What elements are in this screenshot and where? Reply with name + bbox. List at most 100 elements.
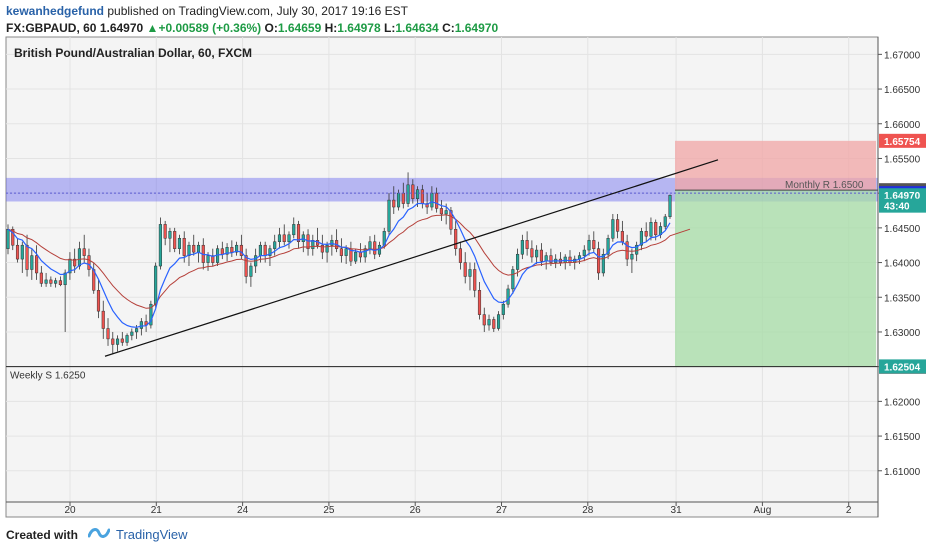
time-tick-label: 25 — [323, 505, 335, 516]
candle-body — [511, 269, 515, 290]
time-tick-label: 24 — [237, 505, 249, 516]
candle-body — [268, 248, 272, 256]
candle-body — [35, 255, 39, 274]
candle-body — [58, 280, 62, 286]
candle-body — [39, 272, 43, 284]
candle-body — [373, 241, 377, 255]
candle-body — [430, 192, 434, 208]
candle-body — [654, 222, 658, 236]
time-tick-label: 2 — [846, 505, 852, 516]
candle-body — [277, 234, 282, 242]
candle-body — [139, 321, 143, 329]
tradingview-brand[interactable]: TradingView — [116, 527, 188, 542]
price-tag-box — [879, 133, 926, 148]
candle-body — [135, 328, 139, 333]
candle-body — [149, 303, 153, 326]
price-tick-label: 1.64500 — [884, 224, 921, 235]
candle-body — [225, 247, 229, 255]
price-tag-label: 1.62504 — [884, 362, 921, 373]
candle-body — [363, 248, 367, 258]
candles — [6, 172, 672, 355]
symbol-info: FX:GBPAUD, 60 1.64970 ▲+0.00589 (+0.36%)… — [6, 21, 498, 35]
candle-body — [539, 249, 543, 262]
candle-body — [644, 231, 648, 237]
candle-body — [592, 240, 596, 249]
candle-body — [639, 231, 643, 246]
candle-body — [649, 222, 653, 237]
time-tick-label: 28 — [582, 505, 594, 516]
candle-body — [587, 240, 591, 251]
candle-body — [292, 224, 296, 236]
candle-body — [239, 244, 243, 256]
candle-body — [82, 248, 86, 256]
candle-body — [416, 189, 420, 199]
price-axis[interactable]: 1.670001.665001.660001.655001.650001.645… — [878, 50, 921, 478]
candle-body — [15, 244, 20, 260]
price-tags: 1.657541.650431.650001.6497043:401.62500… — [879, 133, 926, 374]
price-change: +0.00589 (+0.36%) — [158, 21, 262, 35]
candle-body — [282, 234, 286, 242]
candle-body — [368, 241, 372, 249]
author-name[interactable]: kewanhedgefund — [6, 4, 105, 18]
candle-body — [196, 244, 201, 253]
candle-body — [520, 240, 524, 255]
candle-body — [130, 331, 134, 336]
candle-body — [11, 228, 15, 246]
candle-body — [163, 224, 167, 239]
candle-body — [601, 253, 605, 274]
candle-body — [473, 269, 477, 291]
candle-body — [230, 247, 234, 253]
candle-body — [96, 290, 101, 312]
candle-body — [516, 253, 520, 270]
price-tag-label: 1.65754 — [884, 137, 921, 148]
candle-body — [439, 208, 443, 215]
candle-body — [187, 244, 191, 256]
time-tick-label: 27 — [496, 505, 508, 516]
weekly-support-label: Weekly S 1.6250 — [10, 371, 86, 382]
candle-body — [258, 244, 262, 256]
high-label: H: — [324, 21, 338, 35]
candle-body — [320, 244, 324, 253]
price-tick-label: 1.63000 — [884, 328, 921, 339]
candle-body — [597, 248, 601, 274]
candle-body — [287, 234, 291, 242]
open-value: 1.64659 — [277, 21, 322, 35]
drawn-lines: Monthly R 1.6500 Weekly S 1.6250 — [6, 159, 878, 382]
candle-body — [115, 338, 120, 345]
candle-body — [68, 258, 72, 274]
fast-moving-average — [7, 201, 671, 328]
candle-body — [487, 319, 491, 326]
publish-info: kewanhedgefund published on TradingView.… — [6, 4, 408, 18]
price-tick-label: 1.67000 — [884, 50, 921, 61]
tradingview-logo-icon — [87, 526, 111, 543]
resistance-zone — [6, 177, 878, 202]
candle-body — [611, 219, 615, 239]
candle-body — [663, 216, 667, 227]
candle-body — [344, 248, 348, 256]
low-label: L: — [384, 21, 396, 35]
candle-body — [354, 251, 358, 262]
take-profit-zone — [675, 190, 876, 367]
candle-body — [435, 192, 439, 209]
candle-body — [49, 279, 53, 284]
up-arrow-icon: ▲ — [146, 21, 159, 35]
candle-body — [525, 240, 529, 249]
time-tick-label: 26 — [410, 505, 422, 516]
candle-body — [192, 244, 196, 253]
candle-body — [449, 210, 453, 230]
candle-body — [406, 184, 410, 204]
price-tick-label: 1.65500 — [884, 154, 921, 165]
candle-body — [463, 262, 467, 277]
candle-body — [273, 241, 277, 249]
time-axis[interactable]: 20 21 24 25 26 27 28 31 Aug 2 — [64, 502, 852, 516]
ascending-trendline — [104, 159, 719, 357]
time-tick-label: 31 — [671, 505, 683, 516]
candle-body — [6, 228, 10, 249]
low-value: 1.64634 — [395, 21, 439, 35]
price-tag-label: 43:40 — [884, 202, 910, 213]
price-tick-label: 1.63500 — [884, 293, 921, 304]
candle-body — [392, 199, 396, 208]
candle-body — [616, 219, 620, 232]
candle-body — [30, 255, 34, 270]
